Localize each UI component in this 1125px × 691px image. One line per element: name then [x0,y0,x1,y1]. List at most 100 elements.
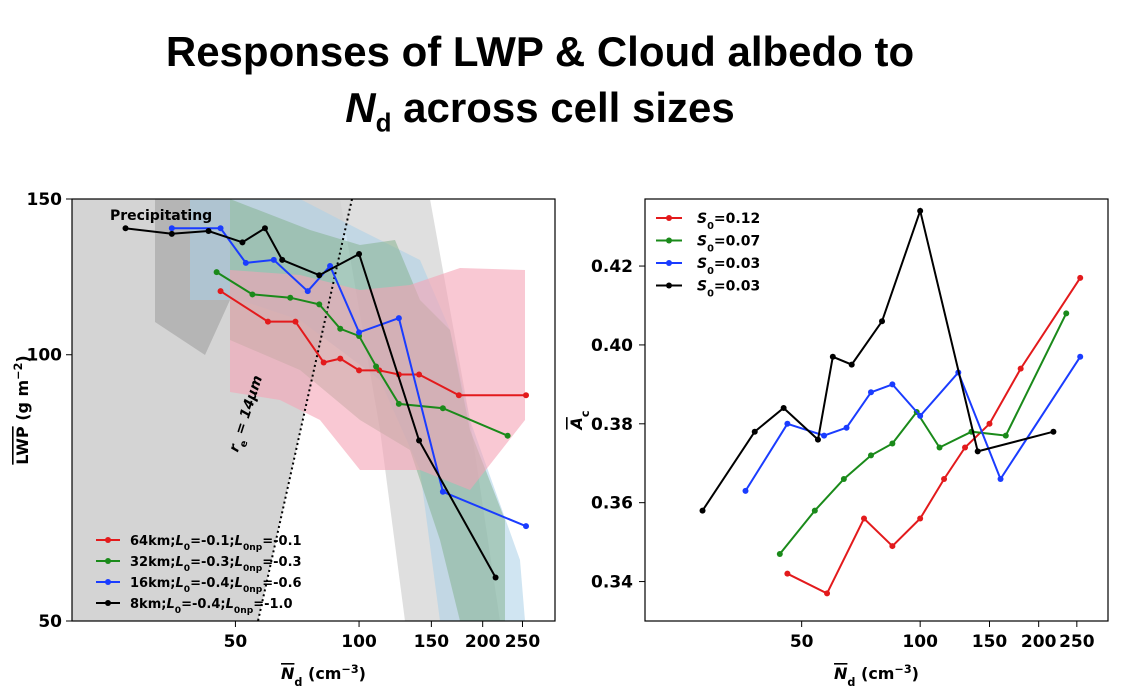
x-tick-label-part: 100 [902,632,938,652]
legend-marker [666,260,672,266]
slide-title-line2: Nd across cell sizes [0,82,1080,148]
legend-entry-part: =-0.3; [190,555,235,570]
legend-entry-part: 64km; [130,534,175,549]
x-tick-label: 50 [790,632,814,652]
x-axis-label-part: N [281,664,295,683]
y-tick-label-part: 0.36 [591,494,633,514]
x-tick-label: 250 [1059,632,1095,652]
re-14um-line [257,199,353,621]
series-point-0 [824,590,831,597]
series-point-3 [356,250,363,257]
legend-entry-part: 0 [184,543,190,553]
right-plot-frame [644,198,1109,622]
series-point-1 [1002,432,1009,439]
y-axis-label-part: (g m [13,380,32,427]
series-point-0 [1077,274,1084,281]
y-axis-label-part: A [567,417,586,431]
x-tick-label-part: 250 [1059,632,1095,652]
legend-entry-part: =-0.6 [262,576,301,591]
series-line-1 [779,312,1068,555]
legend-entry-part: =-0.4; [190,576,235,591]
series-point-0 [962,444,969,451]
series-point-2 [304,288,311,295]
legend-entry-part: =-0.1 [262,534,301,549]
legend-entry-part: L [235,534,243,549]
series-point-1 [439,405,446,412]
y-tick-label-part: 0.40 [591,336,633,356]
y-tick-label: 100 [27,346,63,366]
series-point-3 [416,437,423,444]
legend-marker [105,537,111,543]
legend-entry: 16km;L0=-0.4;L0np=-0.6 [130,576,302,595]
series-point-2 [168,225,175,232]
series-point-3 [751,428,758,435]
series-point-0 [217,288,224,295]
series-point-2 [395,315,402,322]
slide-title-line1: Responses of LWP & Cloud albedo to [165,28,915,75]
x-axis-label-part: −3 [341,663,358,676]
x-axis-label-part: (cm [855,664,894,683]
series-point-2 [270,256,277,263]
x-axis-label-part: N [834,664,848,683]
series-line-2 [171,227,527,528]
x-tick-label-part: 50 [224,632,248,652]
legend-entry-part: 16km; [130,576,175,591]
series-point-2 [523,523,530,530]
series-point-2 [242,259,249,266]
legend-entry-part: 0 [707,288,714,299]
series-point-2 [784,420,791,427]
x-axis-label-part: ) [359,664,366,683]
series-point-1 [867,452,874,459]
series-point-1 [249,291,256,298]
series-point-1 [811,507,818,514]
legend-entry-part: L [175,534,183,549]
legend-entry-part: 0 [707,243,714,254]
series-point-2 [917,412,924,419]
series-point-1 [504,432,511,439]
series-point-2 [742,487,749,494]
series-point-2 [867,389,874,396]
series-point-1 [889,440,896,447]
series-line-2 [744,356,1082,492]
x-axis-label-part: d [847,676,855,689]
series-point-3 [261,225,268,232]
legend-marker [666,215,672,221]
title-line2-rest: across cell sizes [391,84,735,131]
series-point-0 [416,371,423,378]
series-point-3 [879,318,886,325]
legend-marker [105,558,111,564]
series-point-1 [840,476,847,483]
x-tick-label-part: 150 [414,632,450,652]
series-point-3 [780,405,787,412]
y-axis-label-part: ) [13,355,32,362]
legend-entry-part: =-0.3 [262,555,301,570]
legend-entry-part: L [175,555,183,570]
left-plot-area [72,199,530,621]
re-annotation-part: e [237,439,250,449]
legend-entry-part: S [697,279,707,295]
y-tick-label: 0.40 [591,336,633,356]
legend-entry-part: =0.12 [714,211,760,227]
title-nd-symbol: N [345,84,376,131]
y-tick-label: 0.42 [591,257,633,277]
series-point-2 [327,262,334,269]
legend-entry-part: =-1.0 [253,597,292,612]
series-point-3 [814,436,821,443]
legend-marker [105,600,111,606]
x-axis-label-part: (cm [302,664,341,683]
series-point-3 [848,361,855,368]
y-tick-label: 0.38 [591,415,633,435]
x-tick-label-part: 50 [790,632,814,652]
legend-entry: S0=0.03 [697,279,760,300]
y-axis-label-part: c [579,410,592,417]
series-point-2 [439,488,446,495]
x-tick-label: 200 [1021,632,1057,652]
series-point-0 [986,420,993,427]
legend-entry-part: 0np [234,606,254,616]
legend-entry: S0=0.07 [697,234,760,255]
left-plot-frame [71,198,556,622]
series-point-3 [1050,428,1057,435]
series-line-3 [125,226,497,578]
y-tick-label: 0.36 [591,494,633,514]
